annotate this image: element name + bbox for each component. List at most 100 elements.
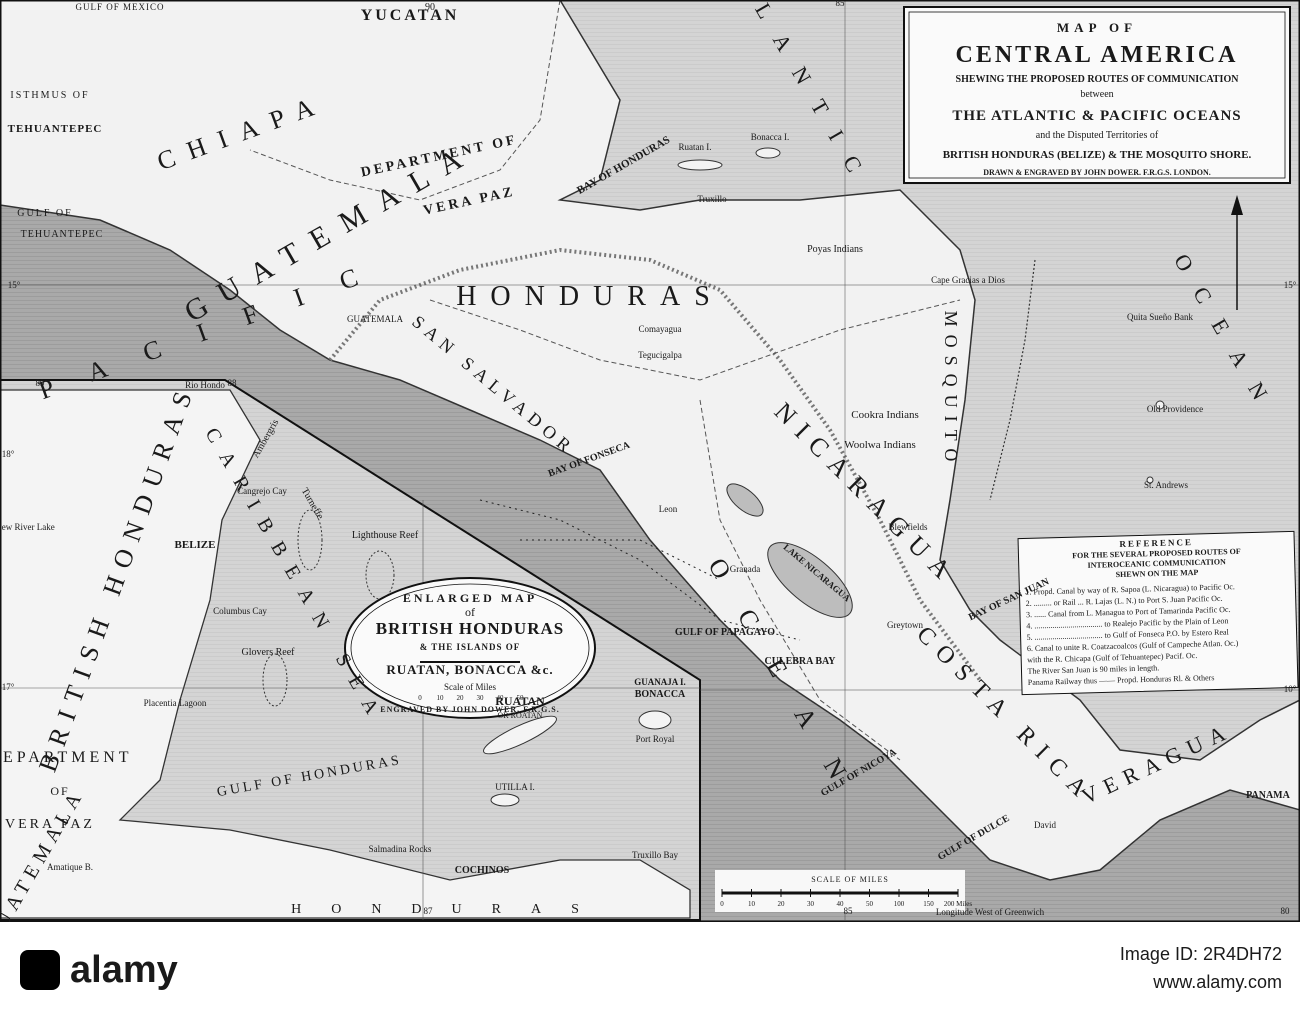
footer	[0, 922, 1300, 1012]
inset-label: DEPARTMENT	[0, 749, 133, 766]
title-line: CENTRAL AMERICA	[955, 42, 1238, 68]
inset-cartouche	[344, 577, 596, 719]
inset-label: Truxillo Bay	[632, 850, 678, 860]
place-label: PANAMA	[1246, 790, 1290, 801]
inset-scale-tick: 20	[457, 694, 465, 702]
inset-cartouche-line: ENLARGED MAP	[403, 591, 537, 605]
place-label: Tegucigalpa	[638, 350, 682, 360]
place-label: Greytown	[887, 620, 923, 630]
place-label: Blewfields	[889, 522, 928, 532]
reef	[297, 509, 323, 571]
island	[755, 147, 781, 159]
place-label: Poyas Indians	[807, 244, 863, 255]
place-label: GULF OF	[17, 208, 72, 219]
island	[1155, 400, 1165, 410]
place-label: ISTHMUS OF	[10, 90, 89, 101]
title-cartouche	[903, 6, 1291, 184]
inset-label: BELIZE	[175, 539, 216, 551]
place-label: Quita Sueño Bank	[1127, 312, 1193, 322]
inset-label: GUANAJA I.	[634, 677, 686, 687]
place-label: Bonacca I.	[751, 132, 789, 142]
place-label: GULF OF MEXICO	[75, 2, 164, 12]
inset-land	[0, 389, 691, 919]
graticule-label: 15°	[1284, 280, 1297, 290]
reference-line: The River San Juan is 90 miles in length…	[1027, 663, 1159, 675]
reference-line: SHEWN ON THE MAP	[1116, 568, 1199, 579]
place-label: TEHUANTEPEC	[21, 229, 104, 240]
reef	[262, 653, 288, 707]
north-arrow-head	[1231, 195, 1243, 215]
place-label: CULEBRA BAY	[764, 656, 836, 667]
graticule-label: 85	[836, 0, 846, 8]
inset-label: UTILLA I.	[495, 782, 535, 792]
place-label: Truxillo	[697, 194, 727, 204]
island	[1146, 476, 1154, 484]
border	[699, 399, 901, 761]
title-line: BRITISH HONDURAS (BELIZE) & THE MOSQUITO…	[943, 149, 1252, 161]
graticule-label: 89	[36, 378, 46, 388]
inset-scale-tick: 10	[437, 694, 445, 702]
inset-label: Salmadina Rocks	[369, 844, 432, 854]
inset-cartouche-line: & THE ISLANDS OF	[420, 642, 521, 652]
place-label: David	[1034, 820, 1056, 830]
inset-label: Columbus Cay	[213, 606, 267, 616]
graticule-label: 18°	[2, 449, 15, 459]
inset-cartouche-inner	[350, 583, 590, 713]
inset-scale-tick: 30	[477, 694, 485, 702]
scale-tick: 40	[837, 900, 845, 908]
inset-label: Rio Hondo	[185, 380, 225, 390]
inset-label: Cangrejo Cay	[237, 486, 287, 496]
mainland	[0, 0, 1300, 881]
scale-tick: 50	[866, 900, 874, 908]
title-line: THE ATLANTIC & PACIFIC OCEANS	[952, 108, 1241, 124]
title-line: between	[1080, 89, 1113, 100]
site-url: www.alamy.com	[1152, 972, 1282, 992]
place-label: St. Andrews	[1144, 480, 1189, 490]
logo-text: alamy	[70, 949, 178, 991]
graticule-label: 85	[844, 906, 854, 916]
inset-scale-tick: 50	[517, 694, 525, 702]
graticule-label: 87	[424, 906, 434, 916]
border	[429, 299, 961, 381]
reference-line: with the R. Chicapa (Gulf of Tehuantepec…	[1027, 651, 1197, 664]
scale-tick: 10	[748, 900, 756, 908]
inset-cartouche-line: ENGRAVED BY JOHN DOWER, F.R.G.S.	[380, 705, 560, 714]
place-label: Ruatan I.	[679, 142, 712, 152]
inset-label: New River Lake	[0, 522, 55, 532]
place-label: Granada	[730, 564, 760, 574]
lake-managua	[726, 483, 764, 517]
proposed-canal	[520, 539, 721, 581]
place-label: Cookra Indians	[851, 409, 919, 421]
scale-note: Longitude West of Greenwich	[936, 907, 1045, 917]
inset-label: Lighthouse Reef	[352, 530, 419, 541]
title-cartouche-inner	[908, 11, 1286, 179]
graticule-label: 80	[1281, 906, 1291, 916]
inset-label: Placentia Lagoon	[144, 698, 207, 708]
inset-label: OF	[50, 784, 69, 798]
inset-label: RUATAN	[495, 694, 545, 708]
scale-title: SCALE OF MILES	[811, 875, 889, 884]
place-label: YUCATAN	[361, 7, 460, 24]
inset-label: COCHINOS	[455, 865, 510, 876]
place-label: GULF OF PAPAGAYO	[675, 627, 775, 638]
inset-scale-tick: 0	[418, 694, 422, 702]
scale-tick: 0	[720, 900, 724, 908]
scale-tick: 30	[807, 900, 815, 908]
inset-scale-tick: 40	[497, 694, 505, 702]
inset-cartouche-line: of	[465, 605, 475, 619]
inset-label: Amatique B.	[47, 862, 93, 872]
reef	[365, 550, 395, 600]
reference-line: REFERENCE	[1119, 537, 1193, 549]
ruatan-island	[483, 715, 557, 755]
scale-tick: 200 Miles	[944, 900, 972, 908]
mosquito-boundary	[989, 259, 1036, 501]
mountain-range	[328, 247, 982, 682]
image-id: Image ID: 2R4DH72	[1120, 944, 1282, 964]
logo-icon	[20, 950, 60, 990]
inset-label: VERA PAZ	[5, 817, 95, 832]
graticule-label: 90	[425, 2, 435, 13]
place-label: Comayagua	[639, 324, 682, 334]
